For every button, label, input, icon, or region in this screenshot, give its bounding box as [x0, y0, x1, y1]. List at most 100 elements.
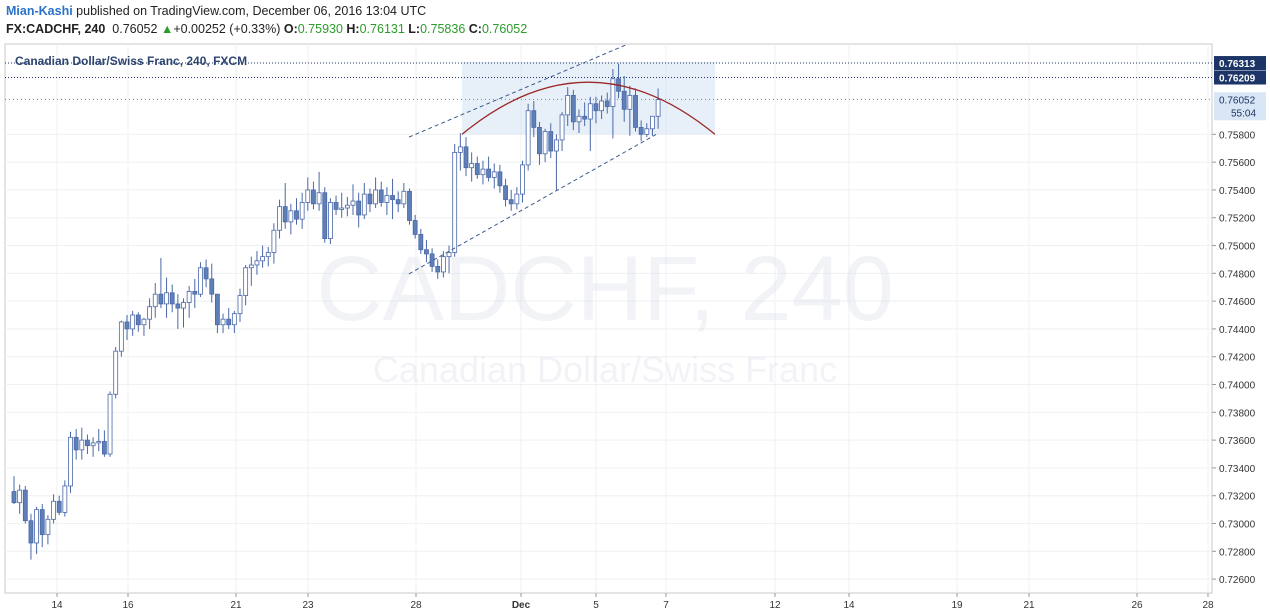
candle-body	[333, 202, 339, 210]
candle-body	[73, 436, 79, 451]
x-tick-label: 14	[843, 600, 855, 610]
x-tick-label: 7	[663, 600, 669, 610]
candle-body	[51, 500, 56, 520]
y-tick-label: 0.75000	[1219, 242, 1256, 253]
y-tick-label: 0.73800	[1219, 408, 1256, 419]
price-chart[interactable]: CADCHF, 240 Canadian Dollar/Swiss Franc …	[0, 42, 1270, 610]
x-tick-label: 28	[410, 600, 422, 610]
candle-body	[537, 126, 542, 155]
x-tick-label: 14	[51, 600, 63, 610]
candle-body	[344, 204, 350, 209]
candle-body	[56, 500, 62, 513]
x-tick-label: 19	[951, 600, 963, 610]
candle-body	[265, 252, 271, 258]
candle-body	[90, 442, 96, 447]
candle-body	[254, 260, 260, 266]
candle-body	[294, 210, 299, 220]
candle-body	[378, 189, 384, 203]
candle-body	[570, 95, 576, 123]
author-link[interactable]: Mian-Kashi	[6, 4, 73, 18]
candle-body	[655, 99, 661, 117]
candle-body	[531, 110, 537, 128]
close-value: 0.76052	[481, 22, 528, 36]
candle-body	[45, 518, 51, 536]
x-tick-label: 12	[769, 600, 781, 610]
candle-body	[621, 90, 627, 110]
candle-body	[311, 189, 316, 205]
candle-body	[452, 152, 458, 253]
candle-body	[356, 200, 362, 216]
candle-body	[282, 206, 288, 223]
candle-body	[62, 485, 68, 513]
rounding-top-arc[interactable]	[461, 81, 716, 135]
candle-body	[11, 491, 17, 504]
candle-body	[141, 318, 147, 326]
candle-body	[96, 441, 102, 444]
candle-body	[107, 393, 113, 455]
low-value: 0.75836	[420, 22, 466, 36]
candle-body	[435, 265, 441, 273]
x-tick-label: Dec	[512, 600, 531, 610]
candle-body	[220, 318, 226, 326]
candle-body	[135, 314, 141, 326]
candle-body	[68, 436, 73, 487]
y-tick-label: 0.72600	[1219, 575, 1256, 586]
candle-body	[17, 489, 23, 504]
lower-level-label: 0.76209	[1219, 73, 1256, 84]
open-label: O:	[283, 22, 298, 36]
candle-body	[599, 100, 604, 112]
y-tick-label: 0.73000	[1219, 520, 1256, 531]
y-tick-label: 0.74400	[1219, 325, 1256, 336]
y-tick-label: 0.75200	[1219, 214, 1256, 225]
candle-body	[277, 206, 282, 231]
y-tick-label: 0.74800	[1219, 269, 1256, 280]
candle-body	[424, 249, 429, 255]
y-tick-label: 0.73400	[1219, 464, 1256, 475]
upper-level-box	[1214, 56, 1266, 71]
candle-body	[39, 509, 45, 536]
candle-body	[604, 100, 610, 107]
candle-body	[373, 189, 379, 205]
candle-body	[633, 95, 638, 128]
drawings	[408, 43, 716, 275]
countdown-label: 55:04	[1231, 108, 1256, 119]
price-axis[interactable]: 0.72600 0.72800 0.73000 0.73200 0.73400 0.736…	[1212, 56, 1266, 586]
candle-body	[384, 195, 390, 203]
candle-body	[209, 278, 215, 295]
x-tick-label: 16	[122, 600, 134, 610]
candle-body	[463, 146, 469, 169]
candle-body	[497, 171, 503, 187]
candle-body	[85, 439, 90, 447]
candle-body	[181, 302, 186, 309]
candle-body	[34, 509, 39, 544]
candle-body	[288, 210, 294, 223]
candle-body	[299, 202, 305, 220]
last-price-label: 0.76052	[1219, 95, 1256, 106]
candle-body	[130, 314, 136, 330]
watermark-symbol: CADCHF, 240	[316, 238, 894, 340]
time-axis[interactable]: 14 16 21 23 28 Dec 5 7 12 14 19 21 26 28	[51, 593, 1214, 610]
x-tick-label: 5	[593, 600, 599, 610]
candle-body	[214, 293, 220, 326]
x-tick-label: 26	[1131, 600, 1143, 610]
candle-body	[395, 199, 401, 205]
candle-body	[514, 193, 520, 205]
candle-body	[407, 190, 412, 221]
candle-body	[559, 114, 565, 141]
candle-body	[175, 303, 181, 309]
candle-body	[164, 292, 169, 305]
candle-body	[186, 290, 192, 303]
candle-body	[525, 110, 531, 166]
candle-body	[28, 520, 34, 544]
channel-lower-line[interactable]	[408, 134, 657, 275]
candle-body	[576, 115, 582, 123]
candle-body	[198, 267, 203, 295]
grid	[5, 44, 1212, 593]
change-up-icon: ▲	[160, 22, 174, 36]
candle-body	[457, 146, 463, 153]
candle-body	[113, 350, 119, 395]
low-label: L:	[408, 22, 421, 36]
x-tick-label: 28	[1202, 600, 1214, 610]
published-text: published on TradingView.com, December 0…	[76, 4, 427, 18]
channel-upper-line[interactable]	[408, 43, 629, 138]
